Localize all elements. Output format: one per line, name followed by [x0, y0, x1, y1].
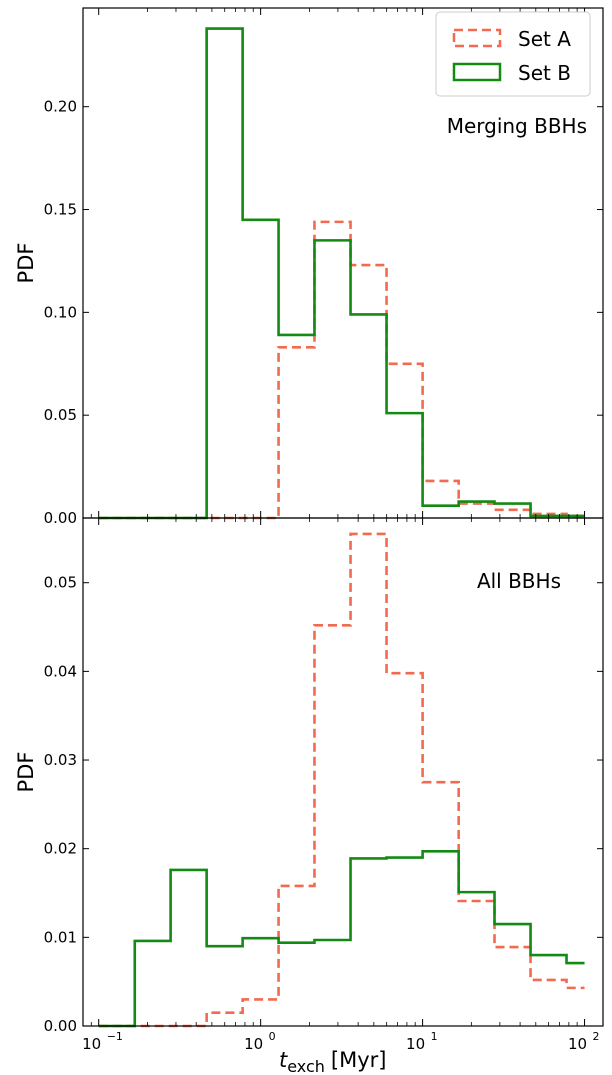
x-axis-title-unit: [Myr]: [331, 1048, 387, 1072]
y-tick-label: 0.03: [44, 751, 77, 769]
x-tick-label: 10: [82, 1035, 101, 1053]
x-axis-title-symbol: t: [279, 1048, 288, 1072]
y-tick-label: 0.10: [44, 303, 77, 321]
x-tick-label-exponent: −1: [107, 1030, 123, 1043]
panel-annotation: All BBHs: [477, 569, 561, 593]
y-tick-label: 0.04: [44, 662, 77, 680]
series-line-set-b-panel-2: [98, 850, 585, 1028]
x-tick-label: 10: [406, 1035, 425, 1053]
axes-frame-panel-2: [82, 517, 604, 1027]
y-axis-label: PDF: [14, 752, 38, 793]
panel-annotation: Merging BBHs: [447, 114, 587, 138]
series-line-set-a-panel-2: [98, 532, 585, 1028]
x-tick-label: 10: [244, 1035, 263, 1053]
y-tick-label: 0.15: [44, 201, 77, 219]
y-tick-label: 0.01: [44, 928, 77, 946]
y-tick-label: 0.05: [44, 406, 77, 424]
legend-label-set-a: Set A: [518, 27, 571, 51]
y-tick-label: 0.05: [44, 574, 77, 592]
panel-merging-bbhs: 0.00 0.05 0.10 0.15 0.20 PDF Merging BBHs: [14, 7, 604, 527]
series-line-set-b-panel-1: [98, 27, 585, 520]
x-tick-label-exponent: 1: [431, 1030, 438, 1043]
legend-swatch-set-b: [452, 62, 502, 82]
x-tick-label: 10: [568, 1035, 587, 1053]
series-line-set-a-panel-1: [98, 220, 585, 520]
panel-all-bbhs: 0.00 0.01 0.02 0.03 0.04 0.05 10 −1 10 0 10 1 10 2 PDF…: [14, 517, 604, 1053]
x-axis-title-subscript: exch: [287, 1057, 325, 1075]
svg-text:texch[Myr]: texch [Myr]: [279, 1048, 387, 1075]
y-tick-label: 0.00: [44, 509, 77, 527]
x-tick-label-exponent: 2: [593, 1030, 600, 1043]
y-tick-label: 0.20: [44, 98, 77, 116]
legend-label-set-b: Set B: [518, 61, 571, 85]
legend-frame: [435, 11, 591, 97]
legend: Set A Set B: [435, 11, 591, 97]
y-tick-label: 0.00: [44, 1017, 77, 1035]
legend-swatch-set-a: [452, 28, 502, 48]
x-tick-label-exponent: 0: [269, 1030, 276, 1043]
x-axis-title: texch [Myr]: [279, 1048, 387, 1075]
y-axis-label: PDF: [14, 243, 38, 284]
y-tick-label: 0.02: [44, 840, 77, 858]
